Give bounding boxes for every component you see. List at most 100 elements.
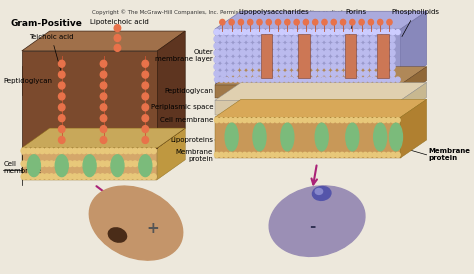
Circle shape xyxy=(311,43,317,49)
FancyBboxPatch shape xyxy=(299,34,310,78)
Polygon shape xyxy=(215,67,427,85)
Circle shape xyxy=(280,118,284,123)
Circle shape xyxy=(390,50,395,56)
Circle shape xyxy=(307,30,312,35)
Circle shape xyxy=(354,77,358,82)
Circle shape xyxy=(261,118,265,123)
Circle shape xyxy=(67,174,73,179)
Circle shape xyxy=(253,36,258,42)
Ellipse shape xyxy=(109,228,127,242)
Circle shape xyxy=(337,43,343,49)
Circle shape xyxy=(86,174,91,179)
Circle shape xyxy=(318,50,324,56)
Circle shape xyxy=(266,71,272,77)
Circle shape xyxy=(114,35,121,41)
Circle shape xyxy=(318,57,324,63)
Circle shape xyxy=(292,43,298,49)
Circle shape xyxy=(151,161,156,167)
Circle shape xyxy=(105,161,110,167)
Circle shape xyxy=(246,71,252,77)
Circle shape xyxy=(95,161,100,167)
Circle shape xyxy=(378,19,383,25)
Circle shape xyxy=(234,29,239,35)
Polygon shape xyxy=(401,82,427,115)
Circle shape xyxy=(270,118,275,123)
Circle shape xyxy=(242,30,247,35)
Text: Outer
membrane layer: Outer membrane layer xyxy=(155,49,213,62)
Circle shape xyxy=(220,50,226,56)
Circle shape xyxy=(345,77,349,82)
Circle shape xyxy=(259,64,265,70)
Circle shape xyxy=(303,152,307,157)
Polygon shape xyxy=(215,29,401,82)
Circle shape xyxy=(224,118,228,123)
Circle shape xyxy=(312,118,317,123)
Circle shape xyxy=(100,115,107,122)
Circle shape xyxy=(335,77,340,82)
Circle shape xyxy=(292,57,298,63)
Circle shape xyxy=(330,118,335,123)
Circle shape xyxy=(137,148,142,154)
Circle shape xyxy=(317,118,321,123)
Circle shape xyxy=(100,71,107,78)
Circle shape xyxy=(77,161,82,167)
Circle shape xyxy=(266,43,272,49)
Circle shape xyxy=(253,57,258,63)
Circle shape xyxy=(58,161,64,167)
Circle shape xyxy=(228,30,233,35)
Circle shape xyxy=(372,118,377,123)
Circle shape xyxy=(382,152,386,157)
Circle shape xyxy=(266,19,272,25)
Text: Periplasmic space: Periplasmic space xyxy=(151,104,213,110)
Circle shape xyxy=(298,118,303,123)
Circle shape xyxy=(151,174,156,179)
Circle shape xyxy=(234,64,239,70)
Circle shape xyxy=(118,161,124,167)
Circle shape xyxy=(303,30,307,35)
Circle shape xyxy=(58,104,65,111)
Circle shape xyxy=(137,161,142,167)
Circle shape xyxy=(331,57,337,63)
Circle shape xyxy=(220,64,226,70)
Circle shape xyxy=(273,64,278,70)
Ellipse shape xyxy=(315,189,323,195)
Circle shape xyxy=(247,30,252,35)
Circle shape xyxy=(123,174,128,179)
Circle shape xyxy=(305,50,310,56)
Circle shape xyxy=(391,77,395,82)
Circle shape xyxy=(298,30,303,35)
Circle shape xyxy=(44,174,49,179)
Polygon shape xyxy=(157,31,185,148)
Circle shape xyxy=(350,57,356,63)
Circle shape xyxy=(237,118,242,123)
Circle shape xyxy=(303,118,307,123)
Circle shape xyxy=(318,64,324,70)
Ellipse shape xyxy=(139,155,152,177)
Circle shape xyxy=(370,43,375,49)
Circle shape xyxy=(311,29,317,35)
Circle shape xyxy=(292,36,298,42)
Polygon shape xyxy=(22,148,157,179)
Circle shape xyxy=(234,43,239,49)
Circle shape xyxy=(337,36,343,42)
Circle shape xyxy=(228,77,233,82)
Circle shape xyxy=(82,174,87,179)
Circle shape xyxy=(307,118,312,123)
Circle shape xyxy=(220,43,226,49)
Circle shape xyxy=(118,174,124,179)
Circle shape xyxy=(214,77,219,82)
Ellipse shape xyxy=(253,123,266,151)
Circle shape xyxy=(30,161,36,167)
Circle shape xyxy=(317,152,321,157)
Circle shape xyxy=(357,71,363,77)
Circle shape xyxy=(326,77,330,82)
Ellipse shape xyxy=(27,155,40,177)
Circle shape xyxy=(114,44,121,52)
Ellipse shape xyxy=(374,123,387,151)
Circle shape xyxy=(284,118,289,123)
Circle shape xyxy=(383,71,389,77)
Circle shape xyxy=(240,29,246,35)
Circle shape xyxy=(233,77,237,82)
Circle shape xyxy=(214,57,219,63)
Circle shape xyxy=(368,19,374,25)
